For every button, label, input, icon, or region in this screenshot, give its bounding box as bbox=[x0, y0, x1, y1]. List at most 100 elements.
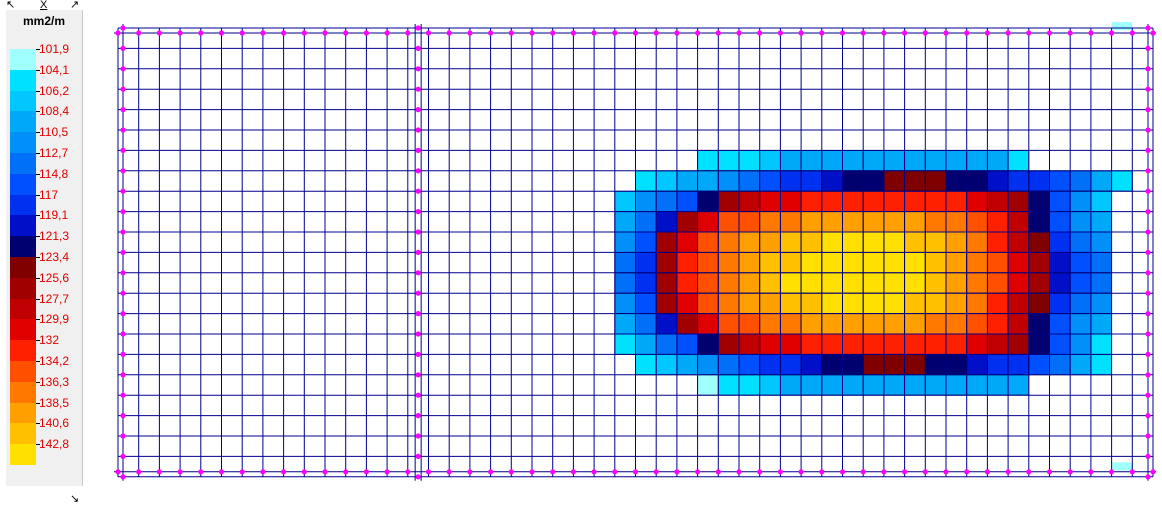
contour-cell bbox=[759, 353, 781, 376]
support-node bbox=[1129, 469, 1135, 475]
legend-swatch bbox=[10, 444, 36, 465]
legend-swatch bbox=[10, 360, 36, 382]
support-node bbox=[415, 86, 421, 92]
support-node bbox=[136, 469, 142, 475]
contour-cell bbox=[945, 190, 968, 212]
support-node bbox=[415, 453, 421, 459]
contour-cell bbox=[904, 272, 926, 294]
support-node bbox=[415, 413, 421, 419]
legend-entry: 132 bbox=[6, 334, 82, 361]
contour-cell bbox=[800, 333, 823, 355]
support-node bbox=[446, 469, 452, 475]
contour-cell bbox=[945, 149, 968, 172]
support-node bbox=[415, 188, 421, 194]
contour-cell bbox=[1007, 170, 1030, 192]
contour-cell bbox=[1028, 333, 1050, 355]
contour-cell bbox=[1090, 170, 1113, 192]
contour-cell bbox=[945, 292, 968, 315]
contour-cell bbox=[800, 190, 823, 212]
support-node bbox=[1145, 331, 1151, 337]
contour-cell bbox=[966, 292, 988, 315]
contour-cell bbox=[738, 272, 761, 294]
support-node bbox=[260, 30, 266, 36]
contour-cell bbox=[655, 353, 678, 376]
contour-cell bbox=[635, 251, 657, 274]
resize-top-right-icon[interactable]: ↗ bbox=[70, 0, 80, 11]
support-node bbox=[1145, 290, 1151, 296]
support-node bbox=[1145, 392, 1151, 398]
legend-tick bbox=[36, 340, 40, 342]
contour-cell bbox=[800, 251, 823, 274]
contour-cell bbox=[862, 353, 885, 376]
support-node bbox=[415, 392, 421, 398]
legend-label: 123,4 bbox=[39, 249, 70, 264]
support-node bbox=[120, 453, 126, 459]
legend-swatch bbox=[10, 215, 36, 237]
contour-cell bbox=[697, 190, 719, 212]
close-button[interactable]: X bbox=[40, 0, 48, 11]
support-node bbox=[1067, 469, 1073, 475]
support-node bbox=[1145, 474, 1151, 480]
contour-cell bbox=[759, 272, 781, 294]
support-node bbox=[943, 469, 949, 475]
support-node bbox=[1145, 147, 1151, 153]
resize-bottom-right-icon[interactable]: ↘ bbox=[70, 493, 80, 505]
support-node bbox=[405, 30, 411, 36]
legend-label: 114,8 bbox=[39, 166, 69, 181]
legend-entry: 114,8 bbox=[6, 168, 82, 195]
contour-cell bbox=[966, 149, 988, 172]
legend-tick bbox=[36, 173, 40, 175]
contour-cell bbox=[780, 333, 802, 355]
legend-entry: 123,4 bbox=[6, 251, 82, 278]
contour-cell bbox=[1069, 292, 1092, 315]
support-node bbox=[120, 107, 126, 113]
contour-cell bbox=[738, 292, 761, 315]
support-node bbox=[405, 469, 411, 475]
support-node bbox=[120, 413, 126, 419]
contour-cell bbox=[676, 251, 699, 274]
contour-cell bbox=[800, 211, 823, 233]
support-node bbox=[860, 469, 866, 475]
legend-label: 134,2 bbox=[39, 353, 70, 368]
legend-label: 127,7 bbox=[39, 291, 70, 306]
contour-cell bbox=[676, 272, 699, 294]
support-node bbox=[695, 30, 701, 36]
contour-cell bbox=[904, 292, 926, 315]
contour-cell bbox=[1090, 353, 1113, 376]
contour-cell bbox=[717, 313, 740, 335]
legend-swatch bbox=[10, 152, 36, 174]
contour-cell bbox=[966, 251, 988, 274]
contour-cell bbox=[924, 353, 947, 376]
contour-cell bbox=[614, 272, 636, 294]
contour-cell bbox=[1090, 292, 1113, 315]
support-node bbox=[1026, 30, 1032, 36]
contour-cell bbox=[821, 374, 843, 396]
support-node bbox=[281, 469, 287, 475]
legend-swatch bbox=[10, 111, 36, 133]
contour-cell bbox=[1007, 272, 1030, 294]
contour-cell bbox=[883, 251, 906, 274]
contour-cell bbox=[842, 353, 864, 376]
contour-cell bbox=[1007, 211, 1030, 233]
contour-cell bbox=[697, 313, 719, 335]
contour-cell bbox=[800, 231, 823, 253]
contour-cell bbox=[1069, 313, 1092, 335]
support-node bbox=[177, 30, 183, 36]
support-node bbox=[415, 290, 421, 296]
contour-cell bbox=[904, 251, 926, 274]
support-node bbox=[777, 30, 784, 36]
support-node bbox=[570, 30, 576, 36]
contour-cell bbox=[862, 292, 885, 315]
legend-tick bbox=[36, 111, 40, 113]
support-node bbox=[632, 30, 639, 36]
resize-top-left-icon[interactable]: ↖ bbox=[6, 0, 16, 11]
support-node bbox=[120, 351, 126, 357]
contour-cell bbox=[1028, 272, 1050, 294]
legend-swatch bbox=[10, 423, 36, 445]
legend-swatch bbox=[10, 194, 36, 216]
contour-cell bbox=[614, 333, 636, 355]
contour-cell bbox=[842, 231, 864, 253]
support-node bbox=[550, 469, 556, 475]
support-node bbox=[674, 30, 680, 36]
contour-cell bbox=[904, 211, 926, 233]
